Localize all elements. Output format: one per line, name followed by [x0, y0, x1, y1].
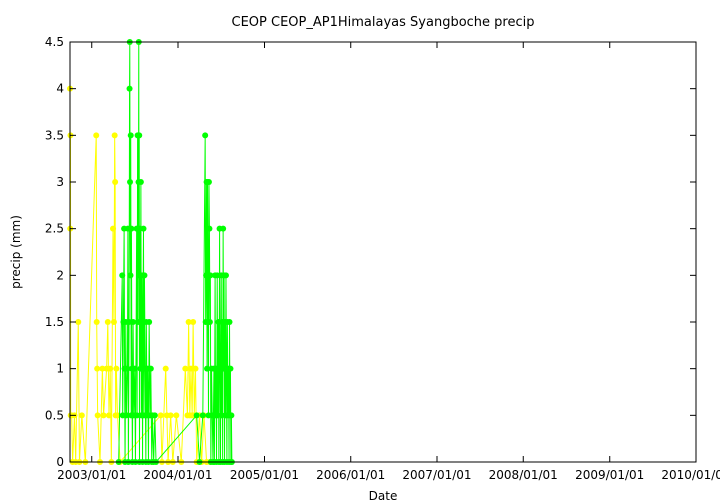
data-point: [127, 132, 134, 139]
x-tick-label: 2004/01/01: [143, 468, 212, 482]
data-point: [202, 319, 209, 325]
data-point: [146, 319, 153, 325]
data-point: [220, 225, 227, 232]
x-tick-label: 2007/01/01: [402, 468, 471, 482]
data-point: [147, 365, 154, 372]
data-point: [93, 319, 100, 325]
x-tick-label: 2009/01/01: [575, 468, 644, 482]
data-point: [130, 319, 137, 325]
y-tick-label: 4: [56, 82, 64, 96]
data-point: [100, 412, 107, 419]
plot-frame: [69, 41, 697, 463]
series-1: [115, 39, 235, 465]
data-point: [222, 272, 229, 279]
data-point: [75, 319, 82, 325]
x-axis-label: Date: [369, 489, 398, 503]
data-point: [110, 319, 117, 325]
data-point: [206, 225, 213, 232]
data-point: [107, 365, 114, 372]
data-point: [135, 319, 142, 325]
ticks-layer: 0 0.5 1 1.5 2 2.5 3 3.5 4 4.5 2003/01/01 2004/01/01…: [45, 35, 720, 482]
y-tick-label: 0.5: [45, 408, 64, 422]
data-point: [99, 365, 106, 372]
y-tick-label: 3: [56, 175, 64, 189]
y-axis-label: precip (mm): [9, 215, 23, 289]
data-point: [104, 319, 111, 325]
data-point: [192, 365, 199, 372]
y-tick-label: 4.5: [45, 35, 64, 49]
data-point: [114, 412, 121, 419]
data-point: [110, 225, 117, 232]
data-point: [124, 365, 131, 372]
data-point: [207, 272, 214, 279]
x-tick-label: 2010/01/01: [661, 468, 720, 482]
series-line: [69, 88, 210, 464]
data-point: [111, 132, 118, 139]
x-tick-label: 2005/01/01: [230, 468, 299, 482]
data-point: [162, 365, 169, 372]
data-point: [190, 319, 197, 325]
x-tick-label: 2006/01/01: [316, 468, 385, 482]
chart-title: CEOP CEOP_AP1Himalayas Syangboche precip: [232, 15, 535, 30]
data-point: [157, 412, 164, 419]
data-point: [94, 365, 101, 372]
series-line: [118, 41, 233, 464]
data-point: [141, 272, 148, 279]
series-layer: [67, 39, 235, 465]
data-point: [127, 272, 134, 279]
y-tick-label: 0: [56, 455, 64, 469]
y-tick-label: 2.5: [45, 222, 64, 236]
data-point: [113, 365, 120, 372]
data-point: [105, 412, 112, 419]
data-point: [137, 179, 144, 185]
data-point: [204, 365, 211, 372]
data-point: [140, 225, 147, 232]
data-point: [126, 85, 133, 92]
data-point: [151, 412, 158, 419]
data-point: [78, 412, 85, 419]
data-point: [94, 412, 101, 419]
y-tick-label: 3.5: [45, 128, 64, 142]
data-point: [134, 412, 141, 419]
data-point: [173, 412, 180, 419]
y-tick-label: 1.5: [45, 315, 64, 329]
data-point: [199, 412, 206, 419]
data-point: [136, 132, 143, 139]
data-point: [131, 365, 138, 372]
data-point: [202, 132, 209, 139]
data-point: [227, 365, 234, 372]
data-point: [112, 179, 119, 185]
x-tick-label: 2003/01/01: [57, 468, 126, 482]
data-point: [185, 319, 192, 325]
data-point: [123, 412, 130, 419]
data-point: [205, 179, 212, 185]
data-point: [206, 319, 213, 325]
data-point: [193, 412, 200, 419]
data-point: [187, 365, 194, 372]
data-point: [119, 272, 126, 279]
data-point: [137, 365, 144, 372]
y-tick-label: 1: [56, 362, 64, 376]
data-point: [127, 179, 134, 185]
x-tick-label: 2008/01/01: [489, 468, 558, 482]
y-tick-label: 2: [56, 268, 64, 282]
data-point: [128, 225, 135, 232]
data-point: [228, 412, 235, 419]
data-point: [167, 412, 174, 419]
data-point: [93, 132, 100, 139]
data-point: [182, 365, 189, 372]
data-point: [226, 319, 233, 325]
